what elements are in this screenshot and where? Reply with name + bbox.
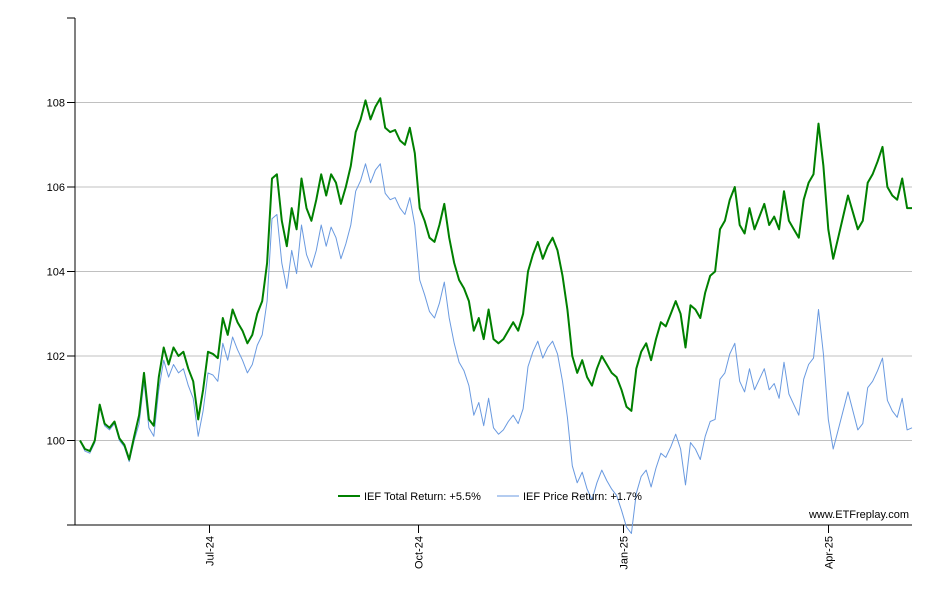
- x-tick-label: Jul-24: [205, 536, 217, 566]
- y-tick-label: 100: [47, 436, 65, 448]
- y-tick-label: 102: [47, 351, 65, 363]
- series-line-total-return: [79, 97, 912, 461]
- gridlines: [75, 102, 912, 441]
- x-tick-label: Oct-24: [414, 536, 426, 569]
- watermark: www.ETFreplay.com: [808, 509, 909, 521]
- legend-label-total-return: IEF Total Return: +5.5%: [364, 491, 481, 503]
- x-ticks: Jul-24 Oct-24 Jan-25 Apr-25: [205, 525, 836, 570]
- y-tick-label: 108: [47, 98, 65, 110]
- y-ticks: 100 102 104 106 108: [47, 17, 75, 526]
- legend: IEF Total Return: +5.5% IEF Price Return…: [338, 491, 642, 503]
- legend-label-price-return: IEF Price Return: +1.7%: [523, 491, 642, 503]
- x-tick-label: Apr-25: [824, 536, 836, 569]
- series-lines: [79, 97, 913, 534]
- y-tick-label: 106: [47, 182, 65, 194]
- series-line-price-return: [79, 163, 913, 534]
- x-tick-label: Jan-25: [619, 536, 631, 570]
- y-tick-label: 104: [47, 267, 65, 279]
